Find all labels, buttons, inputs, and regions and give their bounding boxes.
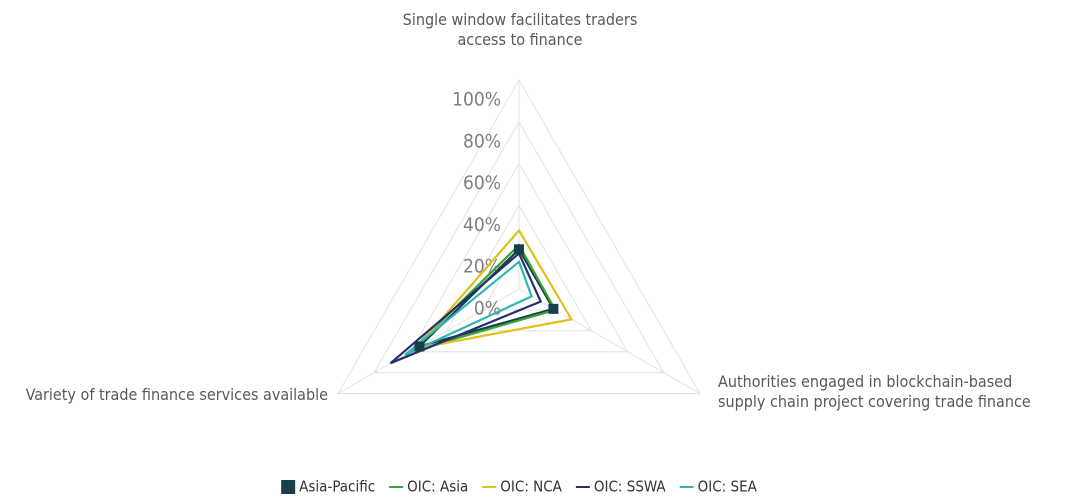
- legend-swatch: [281, 480, 296, 494]
- marker: [548, 303, 559, 314]
- series-line: [418, 247, 556, 348]
- tick-label: 80%: [463, 130, 501, 152]
- legend-label: OIC: SSWA: [594, 478, 667, 496]
- legend-label: OIC: SEA: [698, 478, 758, 496]
- grid-line: [337, 79, 701, 394]
- tick-label: 100%: [452, 89, 501, 111]
- tick-label: 40%: [463, 214, 501, 236]
- marker: [514, 244, 524, 255]
- grid-line: [445, 204, 593, 332]
- legend-label: OIC: Asia: [407, 478, 468, 496]
- marker: [414, 341, 425, 352]
- axis-spoke: [518, 288, 701, 394]
- series-line: [412, 228, 574, 351]
- axis-spoke: [337, 288, 520, 394]
- axis-label: Variety of trade finance services availa…: [25, 385, 328, 404]
- legend: Asia-Pacific OIC: Asia OIC: NCA OIC: SSWA OI…: [281, 478, 758, 496]
- tick-label: 60%: [463, 172, 501, 194]
- grid-line: [373, 120, 665, 374]
- axis-label: Single window facilitates traders access…: [402, 10, 638, 49]
- series-line: [404, 260, 534, 356]
- legend-label: Asia-Pacific: [299, 478, 375, 496]
- series-line: [389, 251, 543, 365]
- axis-label: Authorities engaged in blockchain-based …: [718, 372, 1031, 411]
- grid-line: [409, 162, 629, 353]
- legend-label: OIC: NCA: [500, 478, 562, 496]
